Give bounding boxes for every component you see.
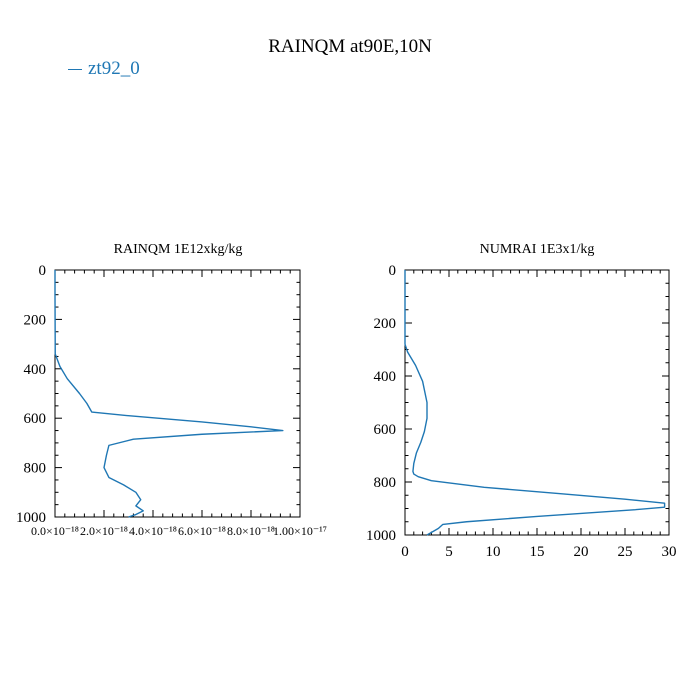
- panel-2-x-tick-label: 20: [574, 544, 589, 560]
- panel-1-series-line-1: [54, 270, 284, 518]
- panel-1-y-tick-label: 200: [24, 312, 47, 328]
- panel-2-x-tick-label: 30: [662, 544, 677, 560]
- panel-1-x-tick-label: 8.0×10⁻¹⁸: [227, 524, 275, 538]
- panel-1-x-tick-label: 2.0×10⁻¹⁸: [80, 524, 128, 538]
- panel-1-y-tick-label: 0: [39, 263, 47, 279]
- legend-label: zt92_0: [88, 58, 140, 79]
- panel-1-x-tick-label: 6.0×10⁻¹⁸: [178, 524, 226, 538]
- panel-2-frame: [404, 269, 670, 536]
- panel-2-y-tick-label: 200: [374, 316, 397, 332]
- legend: zt92_0: [68, 58, 140, 80]
- figure-title: RAINQM at90E,10N: [268, 36, 432, 57]
- panel-2-y-tick-label: 800: [374, 475, 397, 491]
- panel-1-title: RAINQM 1E12xkg/kg: [114, 242, 243, 257]
- panel-2: NUMRAI 1E3x1/kg 0 5 10 15 20 25 30 0 200 400 600 800…: [366, 242, 677, 560]
- panel-2-y-tick-label: 0: [389, 263, 397, 279]
- panel-1-frame: [54, 269, 301, 518]
- panel-1: RAINQM 1E12xkg/kg 0.0×10⁻¹⁸ 2.0×10⁻¹⁸ 4.0×1…: [16, 242, 327, 538]
- legend-line-swatch: [68, 69, 82, 71]
- panel-2-x-tick-label: 0: [401, 544, 409, 560]
- panel-2-y-tick-label: 1000: [366, 528, 396, 544]
- panel-1-x-tick-label: 0.0×10⁻¹⁸: [31, 524, 79, 538]
- panel-2-title: NUMRAI 1E3x1/kg: [480, 242, 595, 257]
- panel-2-x-tick-label: 25: [618, 544, 633, 560]
- panel-2-x-tick-label: 15: [530, 544, 545, 560]
- panel-1-y-tick-label: 400: [24, 362, 47, 378]
- panel-2-y-tick-label: 400: [374, 369, 397, 385]
- panel-1-y-tick-label: 600: [24, 411, 47, 427]
- panel-1-x-tick-label: 4.0×10⁻¹⁸: [129, 524, 177, 538]
- panel-1-y-tick-label: 800: [24, 461, 47, 477]
- panel-2-x-tick-label: 10: [486, 544, 501, 560]
- panel-1-y-tick-label: 1000: [16, 510, 46, 526]
- panel-2-x-tick-label: 5: [445, 544, 453, 560]
- panel-1-x-tick-label: 1.00×10⁻¹⁷: [273, 524, 327, 538]
- panel-2-y-tick-label: 600: [374, 422, 397, 438]
- panel-2-series-line-1: [404, 270, 666, 536]
